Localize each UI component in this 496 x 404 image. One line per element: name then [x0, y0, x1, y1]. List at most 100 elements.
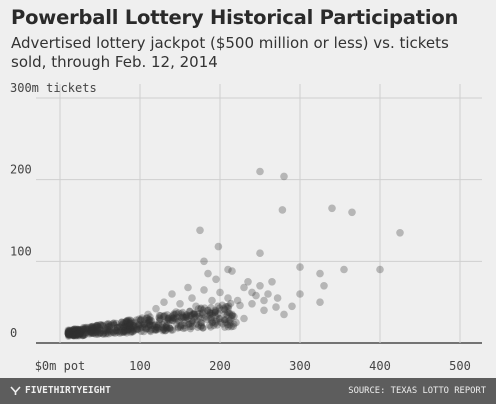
data-point	[126, 318, 134, 326]
data-point	[208, 296, 216, 305]
data-point	[197, 304, 205, 312]
data-point	[197, 323, 205, 331]
data-point	[113, 328, 121, 336]
data-point	[149, 321, 157, 329]
data-point	[159, 312, 167, 320]
data-point	[112, 326, 120, 335]
data-point	[184, 314, 192, 323]
data-point	[125, 326, 133, 334]
data-point	[161, 327, 169, 335]
data-point	[153, 323, 161, 331]
data-point	[169, 317, 177, 325]
data-point	[65, 330, 73, 338]
data-point	[201, 304, 209, 312]
data-point	[206, 310, 214, 318]
data-point	[133, 325, 141, 333]
data-point	[79, 325, 87, 333]
data-point	[70, 330, 78, 338]
data-point	[69, 326, 77, 334]
data-point	[177, 314, 185, 322]
data-point	[182, 313, 190, 321]
data-point	[74, 325, 82, 333]
data-point	[73, 330, 81, 338]
data-point	[216, 288, 224, 297]
data-point	[76, 329, 84, 338]
data-point	[106, 327, 114, 335]
data-point	[96, 329, 104, 337]
data-point	[73, 330, 81, 339]
chart-subtitle: Advertised lottery jackpot ($500 million…	[11, 34, 449, 71]
data-point	[87, 324, 96, 332]
data-point	[190, 310, 198, 318]
data-point	[126, 319, 134, 327]
data-point	[104, 328, 112, 336]
data-point	[161, 311, 169, 319]
data-point	[144, 318, 152, 326]
data-point	[89, 326, 97, 334]
data-point	[141, 324, 149, 332]
data-point	[99, 327, 107, 335]
data-points	[64, 167, 404, 340]
data-point	[227, 314, 235, 322]
data-point	[199, 324, 207, 332]
data-point	[92, 322, 100, 330]
data-point	[132, 325, 140, 333]
data-point	[74, 329, 82, 337]
data-point	[140, 320, 148, 328]
data-point	[201, 312, 210, 320]
data-point	[74, 332, 82, 340]
data-point	[75, 329, 83, 337]
data-point	[222, 303, 230, 311]
data-point	[224, 265, 232, 274]
data-point	[70, 325, 79, 333]
data-point	[188, 323, 196, 331]
data-point	[125, 317, 133, 325]
data-point	[186, 307, 194, 316]
data-point	[112, 326, 120, 334]
data-point	[174, 324, 182, 332]
data-point	[164, 314, 172, 322]
data-point	[328, 204, 336, 213]
data-point	[212, 275, 220, 284]
data-point	[190, 310, 198, 318]
data-point	[221, 323, 229, 331]
data-point	[138, 314, 146, 322]
data-point	[135, 315, 143, 323]
data-point	[118, 318, 126, 326]
data-point	[96, 321, 104, 329]
data-point	[225, 308, 233, 316]
data-point	[151, 320, 159, 329]
data-point	[104, 319, 112, 328]
data-point	[144, 316, 152, 325]
data-point	[68, 326, 76, 334]
data-point	[194, 323, 202, 332]
data-point	[170, 310, 178, 318]
data-point	[65, 328, 73, 336]
data-point	[280, 310, 288, 319]
data-point	[91, 323, 99, 331]
data-point	[126, 320, 134, 328]
data-point	[256, 167, 264, 176]
data-point	[200, 257, 208, 266]
data-point	[93, 329, 101, 337]
data-point	[85, 330, 93, 338]
data-point	[88, 329, 96, 337]
data-point	[123, 317, 131, 325]
data-point	[264, 290, 272, 298]
data-point	[240, 314, 248, 323]
data-point	[168, 290, 176, 298]
data-point	[163, 322, 171, 330]
data-point	[70, 327, 79, 336]
data-point	[71, 330, 79, 338]
data-point	[145, 316, 153, 324]
data-point	[211, 308, 219, 317]
data-point	[136, 316, 145, 324]
data-point	[228, 312, 236, 320]
data-point	[221, 316, 229, 324]
data-point	[396, 229, 404, 237]
data-point	[223, 311, 231, 319]
data-point	[184, 283, 192, 292]
y-tick-label: 300m tickets	[10, 81, 97, 95]
data-point	[70, 329, 78, 338]
data-point	[221, 310, 229, 318]
